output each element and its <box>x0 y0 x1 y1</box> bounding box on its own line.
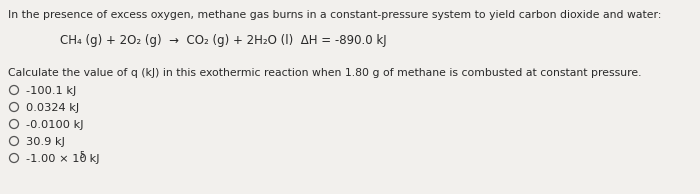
Text: 0.0324 kJ: 0.0324 kJ <box>26 103 79 113</box>
Text: -1.00 × 10: -1.00 × 10 <box>26 154 87 164</box>
Text: -0.0100 kJ: -0.0100 kJ <box>26 120 83 130</box>
Text: kJ: kJ <box>86 154 99 164</box>
Text: 30.9 kJ: 30.9 kJ <box>26 137 65 147</box>
Text: 5: 5 <box>79 151 84 160</box>
Text: Calculate the value of q (kJ) in this exothermic reaction when 1.80 g of methane: Calculate the value of q (kJ) in this ex… <box>8 68 641 78</box>
Text: In the presence of excess oxygen, methane gas burns in a constant-pressure syste: In the presence of excess oxygen, methan… <box>8 10 662 20</box>
Text: CH₄ (g) + 2O₂ (g)  →  CO₂ (g) + 2H₂O (l)  ΔH = -890.0 kJ: CH₄ (g) + 2O₂ (g) → CO₂ (g) + 2H₂O (l) Δ… <box>60 34 386 47</box>
Text: -100.1 kJ: -100.1 kJ <box>26 86 76 96</box>
